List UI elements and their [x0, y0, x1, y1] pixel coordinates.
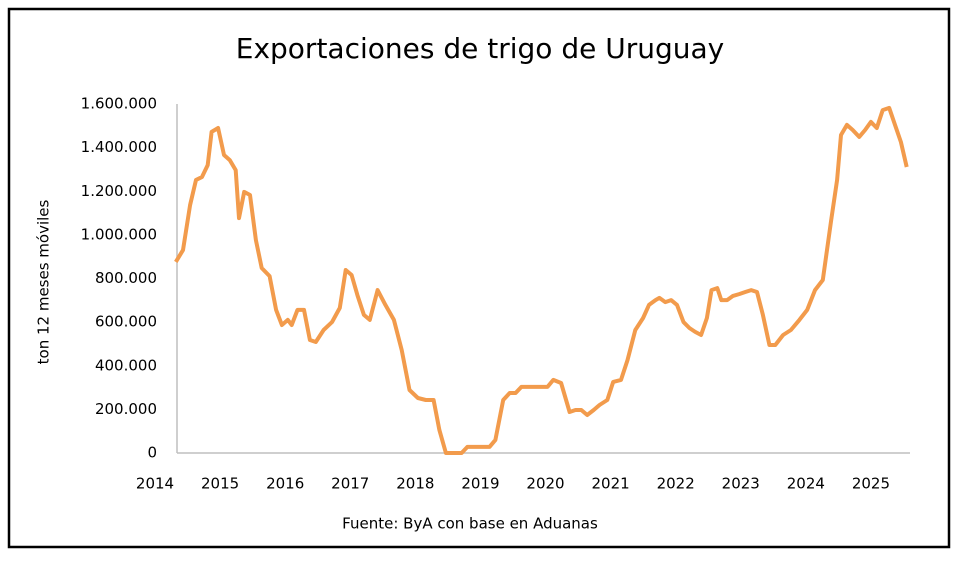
frame [7, 7, 951, 549]
x-tick-label: 2018 [396, 475, 434, 493]
y-tick-label: 600.000 [95, 313, 157, 331]
x-tick-label: 2019 [461, 475, 499, 493]
y-tick-label: 0 [147, 444, 157, 462]
data-line [174, 105, 909, 455]
y-tick-label: 1.000.000 [81, 225, 157, 243]
x-tick-label: 2014 [136, 475, 174, 493]
x-tick-label: 2020 [526, 475, 564, 493]
x-tick-label: 2023 [722, 475, 760, 493]
y-tick-label: 200.000 [95, 400, 157, 418]
y-tick-label: 1.400.000 [81, 138, 157, 156]
x-tick-label: 2017 [331, 475, 369, 493]
x-tick-label: 2025 [852, 475, 890, 493]
chart-title: Exportaciones de trigo de Uruguay [236, 32, 724, 65]
source-note: Fuente: ByA con base en Aduanas [342, 515, 598, 533]
y-tick-label: 1.600.000 [81, 95, 157, 113]
y-axis-title: ton 12 meses móviles [35, 199, 53, 364]
y-tick-label: 400.000 [95, 356, 157, 374]
y-tick-label: 800.000 [95, 269, 157, 287]
x-tick-label: 2016 [266, 475, 304, 493]
x-tick-label: 2022 [657, 475, 695, 493]
x-tick-label: 2024 [787, 475, 825, 493]
y-tick-label: 1.200.000 [81, 182, 157, 200]
x-tick-label: 2021 [592, 475, 630, 493]
x-tick-label: 2015 [201, 475, 239, 493]
